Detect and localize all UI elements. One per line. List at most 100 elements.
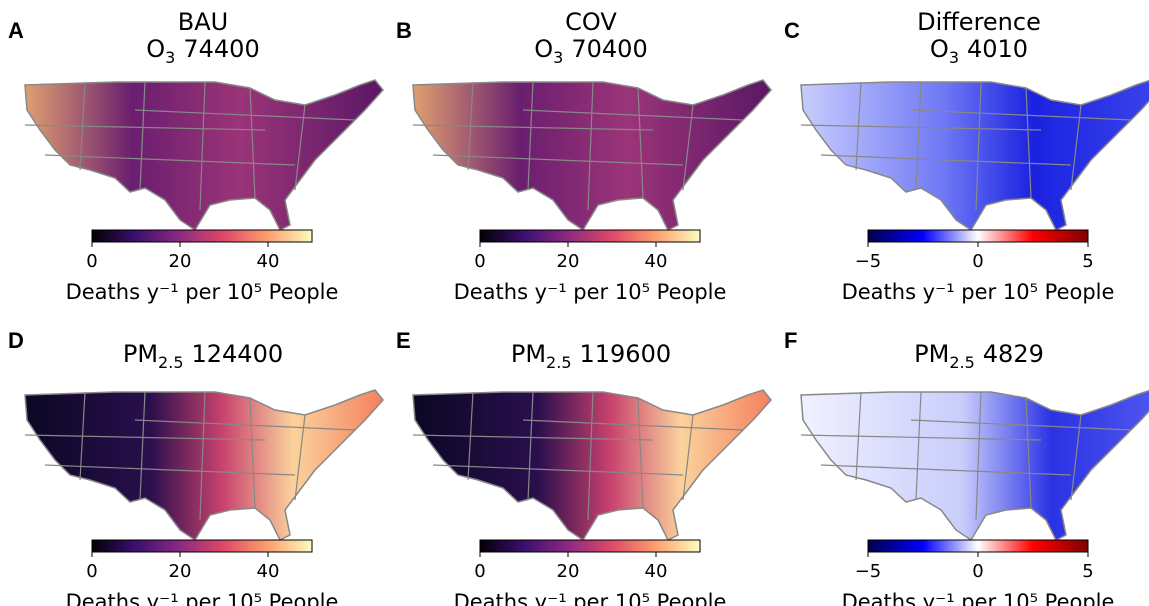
colorbar-tick-label: 20 [557,251,580,272]
colorbar-label: Deaths y⁻¹ per 10⁵ People [454,590,727,606]
total-deaths: 74400 [183,35,259,63]
state-border [1070,104,1082,191]
state-border [134,109,356,121]
colorbar-tick-label: 0 [972,251,983,272]
state-border [412,434,654,441]
colorbar-label: Deaths y⁻¹ per 10⁵ People [66,280,339,304]
state-border [527,81,534,191]
colorbar-tick-label: 0 [86,561,97,582]
panel-heading: Difference [917,8,1041,36]
colorbar [479,539,701,553]
state-border [975,391,982,521]
state-border [527,391,534,501]
state-border [637,87,644,199]
state-border [249,397,256,509]
species: O [930,35,949,63]
state-border [432,464,684,476]
state-border [915,81,922,191]
colorbar [91,229,313,243]
state-border [294,414,306,501]
state-border [44,464,296,476]
state-border [682,414,694,501]
colorbar-tick-label: 0 [474,251,485,272]
state-border [587,391,594,521]
panel-title: O3 4010 [930,35,1028,67]
colorbar-tick-label: 40 [257,561,280,582]
state-border [44,154,296,166]
state-border [910,109,1132,121]
panel-letter: C [784,18,800,43]
state-border [24,124,266,131]
panel-title: O3 70400 [534,35,647,67]
species: O [146,35,165,63]
colorbar [479,229,701,243]
state-border [139,391,146,501]
species: PM [914,340,949,368]
state-border [1025,397,1032,509]
total-deaths: 4829 [983,340,1044,368]
colorbar-tick-label: 40 [257,251,280,272]
total-deaths: 4010 [967,35,1028,63]
panel: F PM2.5 4829 −5 0 5 Deaths y⁻¹ per 10⁵ People [784,328,1149,606]
state-border [1070,414,1082,501]
colorbar-label: Deaths y⁻¹ per 10⁵ People [66,590,339,606]
species-subscript: 3 [165,48,175,67]
species: PM [123,340,158,368]
colorbar-tick-label: −5 [855,561,882,582]
colorbar-label: Deaths y⁻¹ per 10⁵ People [454,280,727,304]
state-border [637,397,644,509]
state-border [294,104,306,191]
panel-letter: D [8,328,24,353]
panel-heading: COV [565,8,617,36]
total-deaths: 124400 [192,340,284,368]
state-border [522,419,744,431]
panel: D PM2.5 124400 0 20 40 Deaths y⁻¹ per 10⁵ Peop… [8,328,384,606]
colorbar-label: Deaths y⁻¹ per 10⁵ People [842,280,1115,304]
state-border [910,419,1132,431]
state-border [249,87,256,199]
us-map [800,389,1149,542]
state-border [199,81,206,211]
species-subscript: 3 [949,48,959,67]
colorbar-tick-label: 5 [1082,251,1093,272]
state-border [139,81,146,191]
state-border [975,81,982,211]
panel-title: PM2.5 124400 [123,340,283,372]
colorbar [867,539,1089,553]
species-subscript: 3 [553,48,563,67]
species-subscript: 2.5 [949,353,974,372]
state-border [432,154,684,166]
colorbar-tick-label: 0 [972,561,983,582]
colorbar-tick-label: 5 [1082,561,1093,582]
panel-title: PM2.5 4829 [914,340,1044,372]
panel-letter: B [396,18,412,43]
colorbar-tick-label: −5 [855,251,882,272]
panel-letter: F [784,328,797,353]
colorbar-tick-label: 20 [557,561,580,582]
panel: A BAU O3 74400 0 20 40 Deaths y⁻¹ per 10⁵ Peopl… [8,8,384,304]
state-border [134,419,356,431]
state-border [1025,87,1032,199]
total-deaths: 70400 [571,35,647,63]
colorbar-tick-label: 20 [169,561,192,582]
species-subscript: 2.5 [158,353,183,372]
colorbar-tick-label: 40 [645,561,668,582]
state-border [682,104,694,191]
panel-heading: BAU [178,8,228,36]
colorbar-label: Deaths y⁻¹ per 10⁵ People [842,590,1115,606]
state-border [522,109,744,121]
state-border [800,434,1042,441]
species-subscript: 2.5 [546,353,571,372]
panel: E PM2.5 119600 0 20 40 Deaths y⁻¹ per 10⁵ Peop… [396,328,772,606]
species: PM [511,340,546,368]
total-deaths: 119600 [580,340,672,368]
colorbar-tick-label: 0 [474,561,485,582]
panel: B COV O3 70400 0 20 40 Deaths y⁻¹ per 10⁵ Peopl… [396,8,772,304]
state-border [820,154,1072,166]
state-border [24,434,266,441]
colorbar [91,539,313,553]
colorbar-tick-label: 0 [86,251,97,272]
panel-letter: A [8,18,24,43]
